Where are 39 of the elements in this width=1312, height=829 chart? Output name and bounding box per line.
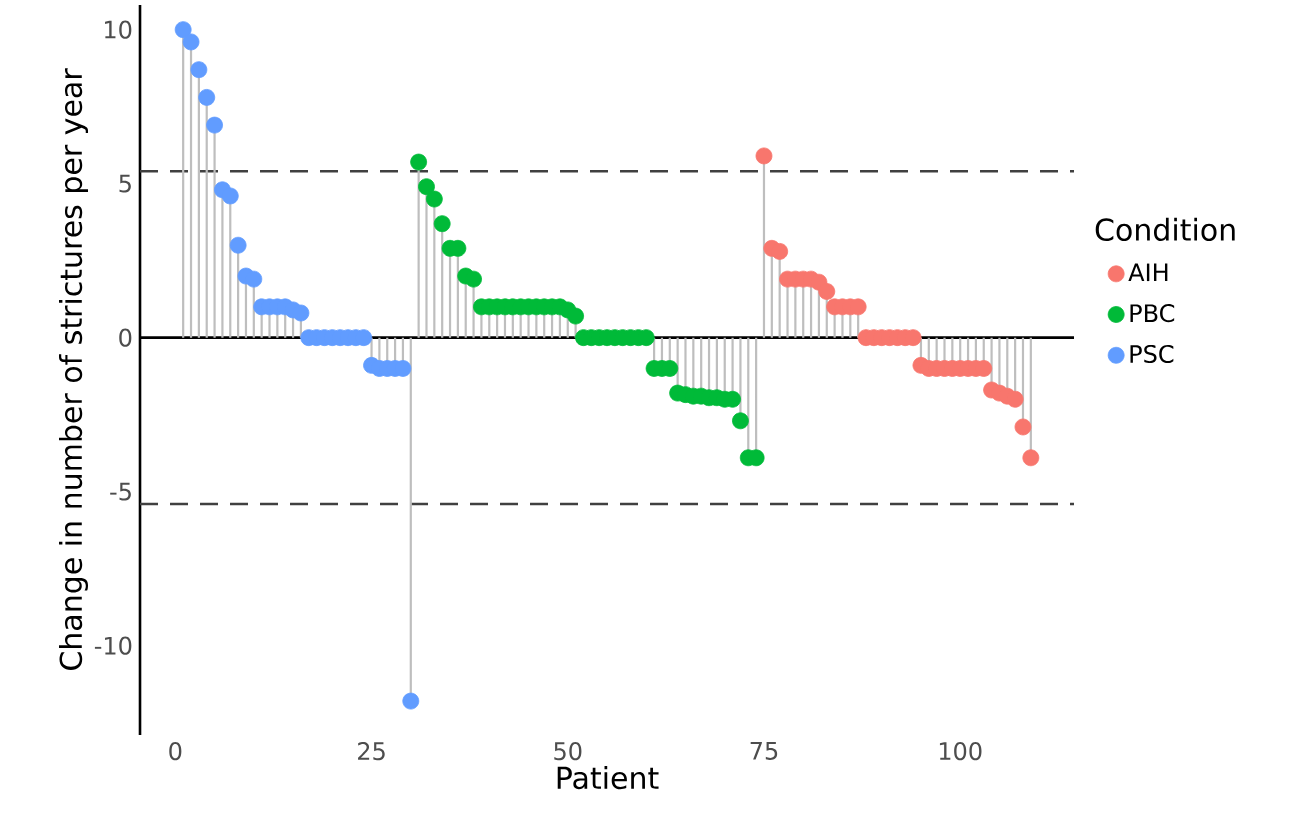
point [292,304,310,322]
x-tick-label: 25 [358,742,385,761]
point [174,21,192,39]
point [245,270,263,288]
point [425,190,443,208]
y-tick-label: 5 [119,174,131,193]
y-tick-label: -10 [94,636,132,655]
point [190,61,208,79]
y-tick-label: 10 [105,20,132,39]
point [410,153,428,171]
point [402,692,420,710]
point [755,147,773,165]
point [818,283,836,300]
point [1014,418,1032,436]
x-tick-label: 50 [554,742,582,761]
point [221,187,239,205]
point [1022,449,1040,467]
x-tick-label: 100 [939,742,982,761]
y-tick-label: -5 [110,482,131,501]
point [418,178,435,196]
y-axis-title: Change in number of strictures per year [59,68,89,670]
point [206,116,223,134]
point [567,307,585,325]
point [732,412,749,430]
legend-label: PSC [1130,344,1174,364]
point [771,243,789,260]
x-tick-label: 0 [169,742,182,761]
x-tick-label: 75 [750,742,778,760]
point [229,236,247,254]
legend-title: Condition [1095,217,1235,242]
legend-label: PBC [1130,304,1175,323]
point [465,270,482,288]
x-axis-title: Patient [557,765,659,790]
point [1006,390,1024,408]
legend-label: AIH [1128,263,1168,282]
point [182,33,200,51]
point [433,215,451,233]
point [198,89,216,106]
y-tick-label: 0 [119,328,132,347]
